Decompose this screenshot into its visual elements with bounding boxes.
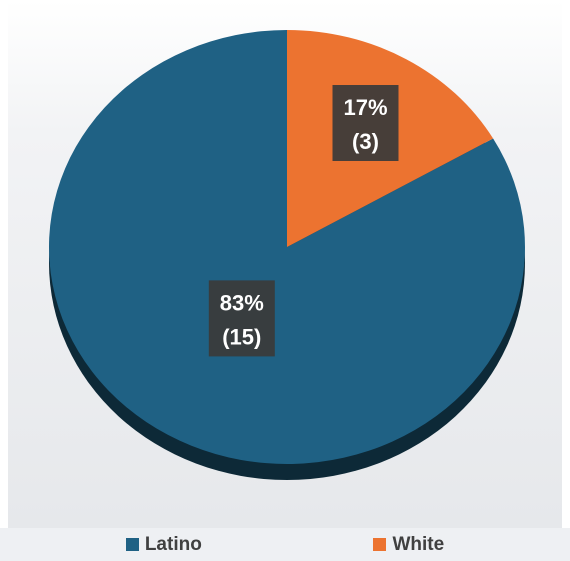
data-label-text: (3) [352,129,379,154]
data-label-box [208,280,275,357]
data-label-text: 83% [220,290,264,315]
data-label-latino: 83% (15) [208,280,275,357]
legend-label-white: White [392,533,445,555]
legend-label-latino: Latino [144,533,202,555]
pie-data-labels: 83%(15)17%(3) [208,85,399,357]
data-label-text: (15) [222,324,261,349]
data-label-box [332,85,399,161]
legend-swatch-white [373,538,387,551]
pie-slices [48,30,525,465]
data-label-text: 17% [343,95,387,120]
data-label-white: 17%(3) [332,85,399,161]
legend-swatch-latino [125,538,139,551]
legend-item-latino: Latino [125,533,202,556]
pie-slice-latino [48,30,525,465]
legend: Latino White [0,528,570,561]
legend-item-white: White [373,534,444,556]
